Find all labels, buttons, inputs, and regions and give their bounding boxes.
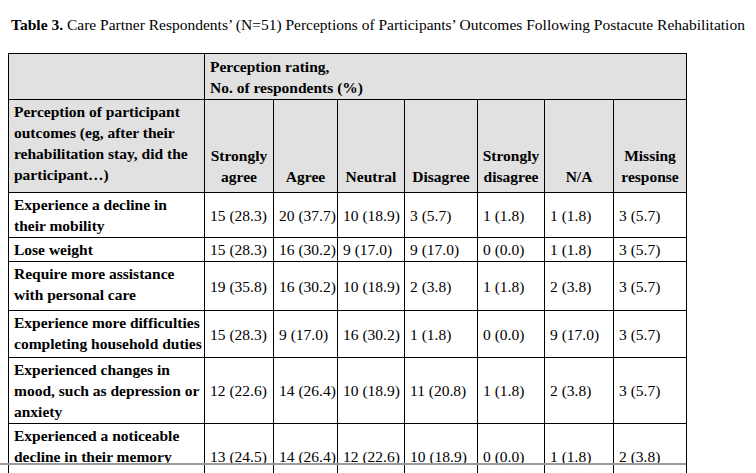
value-cell: 1 (1.8) — [545, 424, 614, 473]
value-cell: 3 (5.7) — [405, 193, 478, 238]
value-cell: 2 (3.8) — [545, 358, 614, 424]
value-cell: 13 (24.5) — [205, 424, 274, 473]
table-row: Experienced changes in mood, such as dep… — [9, 358, 687, 424]
value-cell: 1 (1.8) — [478, 262, 545, 311]
value-cell: 14 (26.4) — [274, 424, 338, 473]
perception-rating-line1: Perception rating, — [210, 56, 682, 77]
column-header-strongly-agree: Strongly agree — [205, 100, 274, 193]
header-row-group: Perception rating, No. of respondents (%… — [9, 54, 687, 100]
perception-rating-header-cell: Perception rating, No. of respondents (%… — [205, 54, 687, 100]
value-cell: 10 (18.9) — [338, 193, 405, 238]
value-cell: 16 (30.2) — [274, 238, 338, 262]
value-cell: 3 (5.7) — [614, 311, 687, 358]
value-cell: 1 (1.8) — [405, 311, 478, 358]
value-cell: 0 (0.0) — [478, 238, 545, 262]
table-caption-number: Table 3. — [11, 16, 63, 33]
table-caption: Table 3. Care Partner Respondents’ (N=51… — [0, 14, 756, 35]
value-cell: 3 (5.7) — [614, 238, 687, 262]
value-cell: 15 (28.3) — [205, 193, 274, 238]
value-cell: 9 (17.0) — [405, 238, 478, 262]
table-row: Lose weight 15 (28.3) 16 (30.2) 9 (17.0)… — [9, 238, 687, 262]
value-cell: 3 (5.7) — [614, 262, 687, 311]
value-cell: 10 (18.9) — [338, 358, 405, 424]
value-cell: 11 (20.8) — [405, 358, 478, 424]
row-label-mobility: Experience a decline in their mobility — [9, 193, 205, 238]
row-header-label-cell: Perception of participant outcomes (eg, … — [9, 100, 205, 193]
value-cell: 15 (28.3) — [205, 238, 274, 262]
value-cell: 9 (17.0) — [274, 311, 338, 358]
value-cell: 9 (17.0) — [338, 238, 405, 262]
value-cell: 20 (37.7) — [274, 193, 338, 238]
value-cell: 1 (1.8) — [545, 238, 614, 262]
column-header-disagree: Disagree — [405, 100, 478, 193]
header-row-columns: Perception of participant outcomes (eg, … — [9, 100, 687, 193]
value-cell: 9 (17.0) — [545, 311, 614, 358]
value-cell: 3 (5.7) — [614, 193, 687, 238]
value-cell: 15 (28.3) — [205, 311, 274, 358]
value-cell: 2 (3.8) — [405, 262, 478, 311]
column-header-na: N/A — [545, 100, 614, 193]
value-cell: 1 (1.8) — [478, 193, 545, 238]
row-label-mood-changes: Experienced changes in mood, such as dep… — [9, 358, 205, 424]
column-header-missing-response: Missing response — [614, 100, 687, 193]
page-bottom-edge — [0, 463, 686, 465]
table-row: Experienced a noticeable decline in thei… — [9, 424, 687, 473]
value-cell: 10 (18.9) — [405, 424, 478, 473]
column-header-strongly-disagree: Strongly disagree — [478, 100, 545, 193]
value-cell: 16 (30.2) — [338, 311, 405, 358]
value-cell: 14 (26.4) — [274, 358, 338, 424]
value-cell: 1 (1.8) — [478, 358, 545, 424]
table-row: Experience a decline in their mobility 1… — [9, 193, 687, 238]
value-cell: 3 (5.7) — [614, 358, 687, 424]
value-cell: 2 (3.8) — [545, 262, 614, 311]
value-cell: 12 (22.6) — [205, 358, 274, 424]
value-cell: 1 (1.8) — [545, 193, 614, 238]
value-cell: 10 (18.9) — [338, 262, 405, 311]
value-cell: 2 (3.8) — [614, 424, 687, 473]
table-caption-text: Care Partner Respondents’ (N=51) Percept… — [63, 16, 745, 33]
row-label-personal-care: Require more assistance with personal ca… — [9, 262, 205, 311]
value-cell: 16 (30.2) — [274, 262, 338, 311]
value-cell: 12 (22.6) — [338, 424, 405, 473]
table-row: Experience more difficulties completing … — [9, 311, 687, 358]
column-header-neutral: Neutral — [338, 100, 405, 193]
row-label-household-duties: Experience more difficulties completing … — [9, 311, 205, 358]
empty-corner-cell — [9, 54, 205, 100]
row-label-memory-decline: Experienced a noticeable decline in thei… — [9, 424, 205, 473]
value-cell: 0 (0.0) — [478, 311, 545, 358]
value-cell: 19 (35.8) — [205, 262, 274, 311]
outcomes-table: Perception rating, No. of respondents (%… — [8, 53, 687, 473]
value-cell: 0 (0.0) — [478, 424, 545, 473]
column-header-agree: Agree — [274, 100, 338, 193]
perception-rating-line2: No. of respondents (%) — [210, 77, 682, 98]
row-label-lose-weight: Lose weight — [9, 238, 205, 262]
table-row: Require more assistance with personal ca… — [9, 262, 687, 311]
